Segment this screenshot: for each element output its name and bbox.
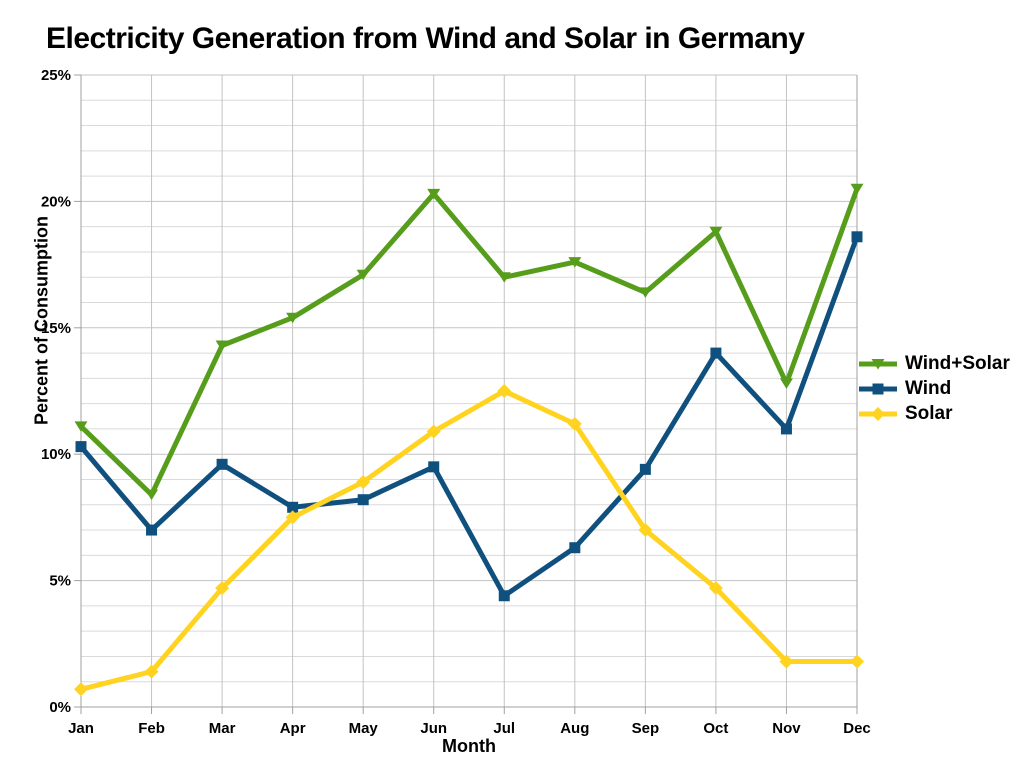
- legend-item-wind-solar: Wind+Solar: [858, 351, 1010, 376]
- x-tick-label: Nov: [772, 720, 801, 737]
- x-axis-title: Month: [442, 736, 496, 756]
- x-tick-label: Dec: [843, 720, 871, 737]
- series-wind: [75, 231, 863, 602]
- x-tick-label: Jun: [420, 720, 447, 737]
- legend-label-solar: Solar: [905, 402, 953, 424]
- tick-labels: 0% 5% 10% 15% 20% 25% Jan Feb Mar Apr May Jun Jul Aug…: [41, 67, 871, 737]
- y-tick-label: 0%: [49, 699, 71, 716]
- x-tick-label: May: [349, 720, 379, 737]
- chart-title: Electricity Generation from Wind and Sol…: [46, 22, 805, 55]
- y-tick-label: 15%: [41, 320, 71, 337]
- legend-marker-solar-icon: [859, 406, 897, 421]
- legend-marker-wind-solar-icon: [859, 358, 897, 369]
- x-tick-label: Apr: [280, 720, 306, 737]
- legend-item-solar: Solar: [858, 401, 1010, 426]
- series-wind-solar: [74, 183, 864, 501]
- x-tick-label: Feb: [138, 720, 165, 737]
- legend-label-wind: Wind: [905, 377, 952, 399]
- x-tick-label: Aug: [560, 720, 589, 737]
- x-tick-label: Oct: [703, 720, 728, 737]
- x-tick-label: Sep: [632, 720, 660, 737]
- legend-label-wind-solar: Wind+Solar: [905, 352, 1010, 374]
- y-tick-label: 20%: [41, 193, 71, 210]
- series-solar: [74, 384, 864, 697]
- legend-marker-wind-icon: [859, 383, 897, 394]
- axes: [74, 74, 858, 714]
- y-tick-label: 25%: [41, 67, 71, 84]
- legend: Wind+Solar Wind Solar: [858, 351, 1010, 426]
- x-tick-label: Jan: [68, 720, 94, 737]
- y-tick-label: 5%: [49, 573, 71, 590]
- y-axis-title: Percent of Consumption: [31, 216, 52, 426]
- gridlines: [80, 74, 858, 708]
- legend-item-wind: Wind: [858, 376, 1010, 401]
- x-tick-label: Jul: [493, 720, 515, 737]
- y-tick-label: 10%: [41, 446, 71, 463]
- x-tick-label: Mar: [209, 720, 236, 737]
